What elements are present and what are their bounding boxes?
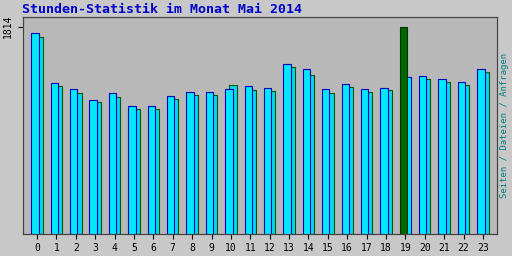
Bar bbox=[287, 67, 295, 233]
Bar bbox=[74, 93, 81, 233]
Bar bbox=[35, 37, 42, 233]
Y-axis label: Seiten / Dateien / Anfragen: Seiten / Dateien / Anfragen bbox=[500, 53, 509, 198]
Bar bbox=[109, 93, 116, 233]
Bar bbox=[90, 100, 97, 233]
Bar bbox=[55, 87, 62, 233]
Text: Stunden-Statistik im Monat Mai 2014: Stunden-Statistik im Monat Mai 2014 bbox=[23, 3, 303, 16]
Bar bbox=[167, 95, 175, 233]
Bar bbox=[245, 87, 252, 233]
Bar bbox=[94, 102, 101, 233]
Bar bbox=[190, 95, 198, 233]
Bar bbox=[225, 89, 232, 233]
Bar bbox=[171, 99, 179, 233]
Bar bbox=[322, 89, 329, 233]
Bar bbox=[303, 69, 310, 233]
Bar bbox=[400, 27, 407, 233]
Bar bbox=[129, 106, 136, 233]
Bar bbox=[458, 82, 465, 233]
Bar bbox=[70, 89, 77, 233]
Bar bbox=[438, 79, 446, 233]
Bar bbox=[152, 109, 159, 233]
Bar bbox=[481, 72, 488, 233]
Bar bbox=[132, 109, 140, 233]
Bar bbox=[462, 85, 469, 233]
Bar bbox=[210, 95, 217, 233]
Bar bbox=[31, 33, 39, 233]
Bar bbox=[442, 82, 450, 233]
Bar bbox=[419, 76, 426, 233]
Bar bbox=[268, 91, 275, 233]
Bar bbox=[365, 92, 372, 233]
Bar bbox=[404, 77, 411, 233]
Bar bbox=[326, 93, 333, 233]
Bar bbox=[249, 90, 256, 233]
Bar bbox=[51, 83, 58, 233]
Bar bbox=[385, 90, 392, 233]
Bar bbox=[186, 92, 194, 233]
Bar bbox=[477, 69, 484, 233]
Bar bbox=[380, 88, 388, 233]
Bar bbox=[307, 75, 314, 233]
Bar bbox=[283, 64, 291, 233]
Bar bbox=[264, 88, 271, 233]
Bar bbox=[206, 92, 213, 233]
Bar bbox=[346, 87, 353, 233]
Bar bbox=[423, 79, 431, 233]
Bar bbox=[361, 89, 368, 233]
Bar bbox=[147, 106, 155, 233]
Bar bbox=[229, 85, 237, 233]
Bar bbox=[342, 84, 349, 233]
Bar bbox=[113, 97, 120, 233]
